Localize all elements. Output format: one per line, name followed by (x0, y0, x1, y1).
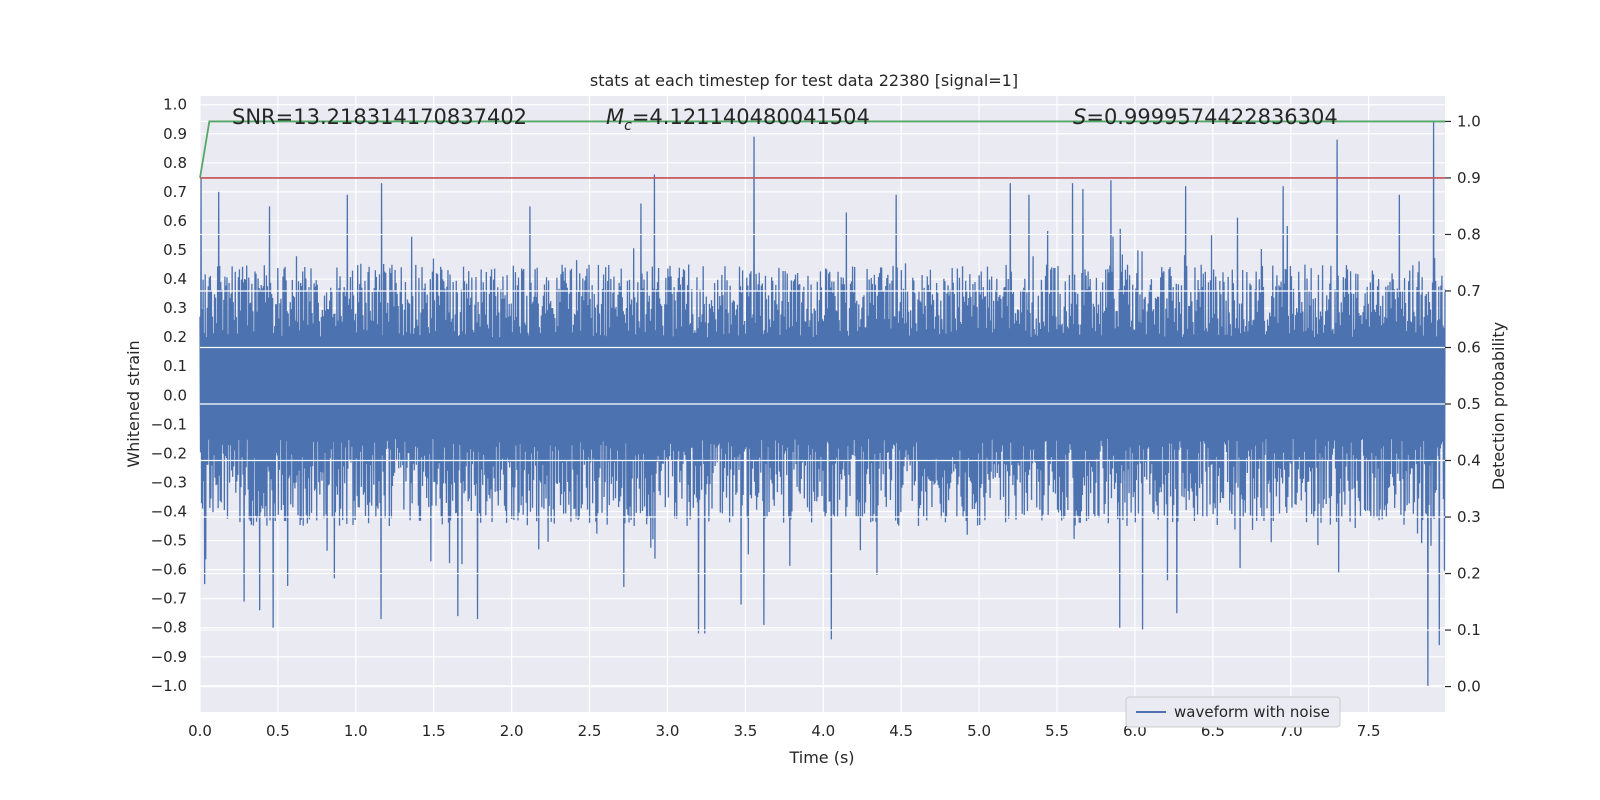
y-left-tick-label: −0.9 (151, 648, 187, 666)
y-left-tick-label: 0.8 (163, 154, 187, 172)
y-right-tick-label: 0.6 (1457, 338, 1481, 356)
y-left-tick-label: 0.4 (163, 270, 187, 288)
right-axis-ticks: 1.0 0.9 0.8 0.7 0.6 0.5 0.4 0.3 0.2 0.1 0.0 (1445, 112, 1481, 696)
legend: waveform with noise (1125, 696, 1341, 728)
chirp-mass-subscript: c (624, 118, 632, 134)
x-tick-label: 4.5 (889, 722, 913, 740)
x-tick-label: 2.5 (578, 722, 602, 740)
y-right-tick-label: 0.7 (1457, 282, 1481, 300)
y-left-tick-label: 0.3 (163, 299, 187, 317)
y-left-tick-label: −0.1 (151, 415, 187, 433)
y-right-tick-label: 0.0 (1457, 678, 1481, 696)
chirp-mass-value: =4.121140480041504 (632, 105, 870, 129)
y-left-tick-label: −0.7 (151, 590, 187, 608)
y-left-tick-label: −0.6 (151, 561, 187, 579)
x-tick-label: 0.0 (188, 722, 212, 740)
y-right-tick-label: 0.2 (1457, 565, 1481, 583)
y-left-tick-label: −0.8 (151, 619, 187, 637)
chart-title: stats at each timestep for test data 223… (590, 71, 1018, 90)
legend-label-waveform: waveform with noise (1174, 703, 1330, 721)
detection-stat-value: =0.9999574422836304 (1086, 105, 1337, 129)
y-left-tick-label: 0.6 (163, 212, 187, 230)
y-left-tick-label: 0.7 (163, 183, 187, 201)
x-tick-label: 1.5 (422, 722, 446, 740)
y-left-tick-label: 0.5 (163, 241, 187, 259)
waveform-series (199, 122, 1446, 686)
left-axis-ticks: 1.0 0.9 0.8 0.7 0.6 0.5 0.4 0.3 0.2 0.1 0.0 −0.1 −0.… (151, 96, 187, 695)
detection-stat-annotation: S=0.9999574422836304 (1073, 105, 1338, 129)
x-tick-label: 2.0 (500, 722, 524, 740)
y-left-tick-label: −0.4 (151, 503, 187, 521)
y-axis-left-label: Whitened strain (124, 340, 143, 467)
snr-annotation: SNR=13.218314170837402 (232, 105, 527, 129)
y-right-tick-label: 0.4 (1457, 452, 1481, 470)
chirp-mass-symbol: M (606, 105, 624, 129)
x-tick-label: 3.5 (733, 722, 757, 740)
x-tick-label: 0.5 (266, 722, 290, 740)
y-left-tick-label: −1.0 (151, 677, 187, 695)
y-right-tick-label: 0.9 (1457, 169, 1481, 187)
y-right-tick-label: 0.5 (1457, 395, 1481, 413)
detection-stat-symbol: S (1073, 105, 1086, 129)
y-left-tick-label: −0.3 (151, 473, 187, 491)
x-tick-label: 1.0 (344, 722, 368, 740)
y-left-tick-label: −0.5 (151, 532, 187, 550)
y-right-tick-label: 1.0 (1457, 112, 1481, 130)
y-left-tick-label: −0.2 (151, 444, 187, 462)
y-left-tick-label: 1.0 (163, 96, 187, 114)
detection-probability-line (199, 120, 1445, 179)
y-right-tick-label: 0.3 (1457, 508, 1481, 526)
probability-layer (199, 120, 1445, 179)
chirp-mass-annotation: Mc=4.121140480041504 (606, 105, 870, 134)
y-left-tick-label: 0.0 (163, 386, 187, 404)
legend-box (1125, 696, 1341, 728)
x-tick-label: 3.0 (656, 722, 680, 740)
y-left-tick-label: 0.2 (163, 328, 187, 346)
x-tick-label: 4.0 (811, 722, 835, 740)
waveform-line (199, 122, 1446, 686)
y-axis-right-label: Detection probability (1489, 322, 1508, 490)
x-tick-label: 5.5 (1045, 722, 1069, 740)
y-right-tick-label: 0.8 (1457, 225, 1481, 243)
x-tick-label: 5.0 (967, 722, 991, 740)
x-tick-label: 7.5 (1357, 722, 1381, 740)
x-axis-label: Time (s) (788, 748, 854, 767)
y-left-tick-label: 0.9 (163, 125, 187, 143)
y-right-tick-label: 0.1 (1457, 621, 1481, 639)
y-left-tick-label: 0.1 (163, 357, 187, 375)
